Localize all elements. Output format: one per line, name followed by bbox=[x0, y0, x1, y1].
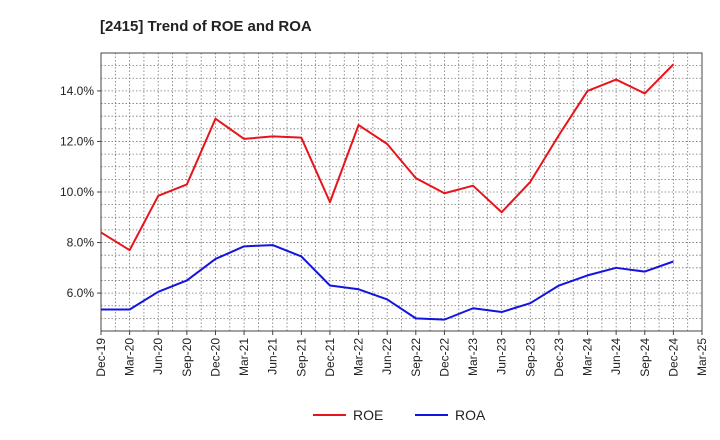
x-tick-label: Mar-23 bbox=[466, 338, 480, 376]
chart-title: [2415] Trend of ROE and ROA bbox=[100, 18, 312, 35]
x-tick-label: Jun-23 bbox=[495, 338, 509, 375]
x-tick-label: Mar-21 bbox=[237, 338, 251, 376]
x-tick-label: Mar-24 bbox=[581, 338, 595, 376]
x-tick-label: Dec-22 bbox=[437, 338, 451, 377]
y-tick-label: 8.0% bbox=[67, 236, 95, 250]
x-tick-label: Dec-19 bbox=[94, 338, 108, 377]
x-tick-label: Sep-22 bbox=[409, 338, 423, 377]
x-tick-label: Sep-24 bbox=[638, 338, 652, 377]
legend-label-roa: ROA bbox=[455, 407, 486, 423]
grid-lines bbox=[101, 53, 702, 331]
x-tick-label: Dec-20 bbox=[208, 338, 222, 377]
x-tick-label: Jun-24 bbox=[609, 338, 623, 375]
y-tick-label: 10.0% bbox=[60, 185, 94, 199]
x-tick-label: Jun-20 bbox=[151, 338, 165, 375]
x-tick-label: Dec-24 bbox=[666, 338, 680, 377]
x-tick-label: Jun-21 bbox=[266, 338, 280, 375]
x-tick-label: Mar-22 bbox=[352, 338, 366, 376]
x-tick-label: Sep-20 bbox=[180, 338, 194, 377]
y-axis-ticks: 6.0% 8.0% 10.0% 12.0% 14.0% bbox=[60, 84, 101, 300]
legend: ROE ROA bbox=[313, 407, 486, 423]
series-line-roe bbox=[100, 63, 675, 252]
x-tick-label: Sep-23 bbox=[523, 338, 537, 377]
x-tick-label: Dec-21 bbox=[323, 338, 337, 377]
series-layer bbox=[100, 63, 675, 321]
plot-area-frame bbox=[100, 52, 703, 332]
y-tick-label: 14.0% bbox=[60, 84, 94, 98]
x-axis-ticks: Dec-19 Mar-20 Jun-20 Sep-20 Dec-20 Mar-21 Jun-… bbox=[94, 331, 709, 377]
x-tick-label: Dec-23 bbox=[552, 338, 566, 377]
y-tick-label: 6.0% bbox=[67, 286, 95, 300]
y-tick-label: 12.0% bbox=[60, 134, 94, 148]
legend-label-roe: ROE bbox=[353, 407, 383, 423]
series-line-roa bbox=[101, 244, 674, 321]
x-tick-label: Jun-22 bbox=[380, 338, 394, 375]
x-tick-label: Sep-21 bbox=[294, 338, 308, 377]
x-tick-label: Mar-25 bbox=[695, 338, 709, 376]
x-tick-label: Mar-20 bbox=[123, 338, 137, 376]
